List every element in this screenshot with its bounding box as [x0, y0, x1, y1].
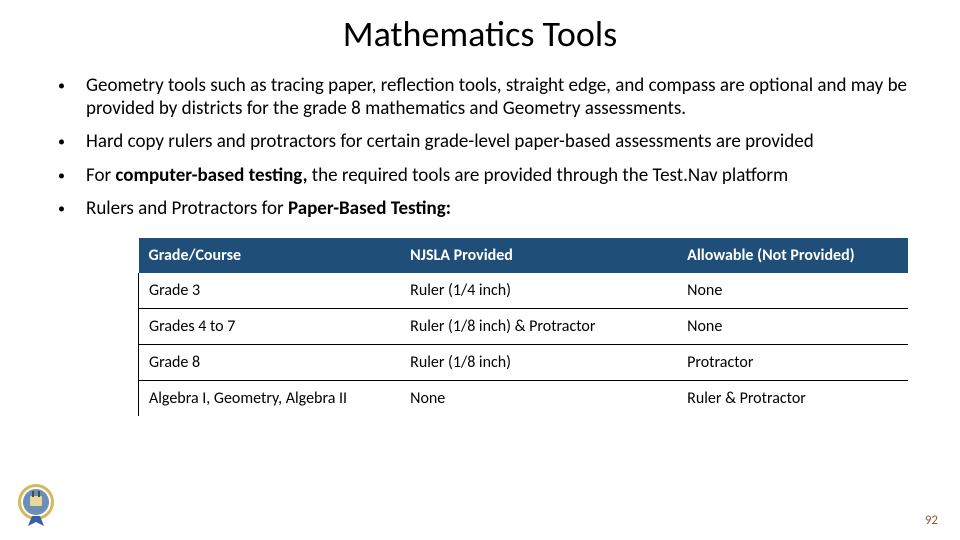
table-header-row: Grade/Course NJSLA Provided Allowable (N…: [139, 238, 909, 273]
slide: Mathematics Tools Geometry tools such as…: [0, 0, 960, 540]
tools-table-wrap: Grade/Course NJSLA Provided Allowable (N…: [138, 238, 908, 416]
bullet-text: Rulers and Protractors for: [86, 197, 288, 220]
table-cell: None: [677, 308, 908, 344]
table-row: Grades 4 to 7 Ruler (1/8 inch) & Protrac…: [139, 308, 909, 344]
table-cell: Grades 4 to 7: [139, 308, 401, 344]
table-cell: Algebra I, Geometry, Algebra II: [139, 380, 401, 416]
table-row: Algebra I, Geometry, Algebra II None Rul…: [139, 380, 909, 416]
table-row: Grade 8 Ruler (1/8 inch) Protractor: [139, 344, 909, 380]
table-cell: None: [400, 380, 677, 416]
table-row: Grade 3 Ruler (1/4 inch) None: [139, 273, 909, 309]
table-cell: Grade 3: [139, 273, 401, 309]
bullet-list: Geometry tools such as tracing paper, re…: [40, 74, 920, 220]
table-cell: Ruler & Protractor: [677, 380, 908, 416]
slide-title: Mathematics Tools: [40, 12, 920, 56]
table-header-cell: NJSLA Provided: [400, 238, 677, 273]
table-cell: Ruler (1/8 inch) & Protractor: [400, 308, 677, 344]
bullet-item: Geometry tools such as tracing paper, re…: [50, 74, 910, 120]
table-cell: Ruler (1/4 inch): [400, 273, 677, 309]
state-seal-icon: [14, 482, 58, 526]
bullet-item: For computer-based testing, the required…: [50, 164, 910, 187]
bullet-bold: computer-based testing,: [115, 164, 307, 187]
page-number: 92: [925, 513, 938, 528]
bullet-text: For: [86, 164, 115, 187]
bullet-item: Rulers and Protractors for Paper-Based T…: [50, 197, 910, 220]
table-cell: Grade 8: [139, 344, 401, 380]
bullet-item: Hard copy rulers and protractors for cer…: [50, 130, 910, 153]
bullet-text: the required tools are provided through …: [307, 164, 788, 187]
table-cell: Ruler (1/8 inch): [400, 344, 677, 380]
table-header-cell: Grade/Course: [139, 238, 401, 273]
table-cell: Protractor: [677, 344, 908, 380]
table-header-cell: Allowable (Not Provided): [677, 238, 908, 273]
tools-table: Grade/Course NJSLA Provided Allowable (N…: [138, 238, 908, 416]
bullet-bold: Paper-Based Testing:: [288, 197, 451, 220]
table-cell: None: [677, 273, 908, 309]
